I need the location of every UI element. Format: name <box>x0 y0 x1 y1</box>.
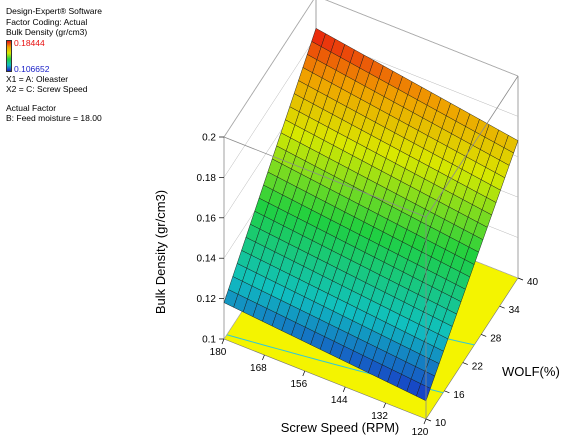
coding-label: Factor Coding: Actual <box>6 16 88 27</box>
y-tick-label: 28 <box>490 333 502 344</box>
z-tick-label: 0.16 <box>197 213 217 224</box>
software-label: Design-Expert® Software <box>6 6 103 16</box>
frame-edge <box>223 136 427 218</box>
legend: Design-Expert® Software Factor Coding: A… <box>6 6 102 124</box>
y-tick-label: 10 <box>435 418 447 429</box>
y-tick-label: 34 <box>509 305 521 316</box>
actual-factor-label: B: Feed moisture = 18.00 <box>6 113 102 123</box>
x-tick <box>423 418 427 425</box>
frame-edge <box>425 75 519 218</box>
x-tick <box>302 370 306 377</box>
x2-label: X2 = C: Screw Speed <box>6 84 88 94</box>
y-tick <box>517 277 524 281</box>
axis-ticks: 0.1 0.12 0.14 0.16 0.18 0.2 180 168 156 144 132 120… <box>197 133 539 439</box>
y-tick <box>425 418 432 422</box>
z-axis-label: Bulk Density (gr/cm3) <box>153 190 168 314</box>
color-scale-bar <box>6 39 12 72</box>
x-tick <box>383 402 386 409</box>
y-tick-label: 16 <box>453 390 465 401</box>
y-tick <box>462 362 468 365</box>
z-tick-label: 0.18 <box>197 173 217 184</box>
x-tick-label: 120 <box>412 427 429 438</box>
color-scale-min: 0.106652 <box>14 63 50 74</box>
x-tick <box>342 386 346 393</box>
surface-cell <box>416 383 431 402</box>
z-tick-label: 0.12 <box>197 294 217 305</box>
x-tick <box>221 338 225 345</box>
z-tick-label: 0.2 <box>202 133 216 144</box>
frame-front <box>223 75 519 419</box>
x-tick-label: 156 <box>290 379 307 390</box>
response-surface <box>223 27 519 402</box>
y-tick <box>481 334 487 337</box>
x-tick-label: 168 <box>250 363 267 374</box>
wall-gridline <box>223 0 519 138</box>
z-tick-label: 0.1 <box>202 335 216 346</box>
y-tick-label: 40 <box>527 277 539 288</box>
x-tick-label: 132 <box>371 411 388 422</box>
y-tick <box>499 305 505 309</box>
x1-label: X1 = A: Oleaster <box>6 73 69 84</box>
color-scale: 0.18444 0.106652 <box>6 38 102 74</box>
z-tick-label: 0.14 <box>197 254 217 265</box>
y-axis-label: WOLF(%) <box>502 364 560 379</box>
y-tick-label: 22 <box>472 362 484 373</box>
x-tick <box>262 354 265 361</box>
x-tick-label: 180 <box>210 347 227 358</box>
x-tick-label: 144 <box>331 395 348 406</box>
y-tick <box>444 390 450 394</box>
x-axis-label: Screw Speed (RPM) <box>281 420 399 435</box>
actual-factor-title: Actual Factor <box>6 102 57 113</box>
response-label: Bulk Density (gr/cm3) <box>6 27 88 37</box>
color-scale-max: 0.18444 <box>14 37 45 48</box>
